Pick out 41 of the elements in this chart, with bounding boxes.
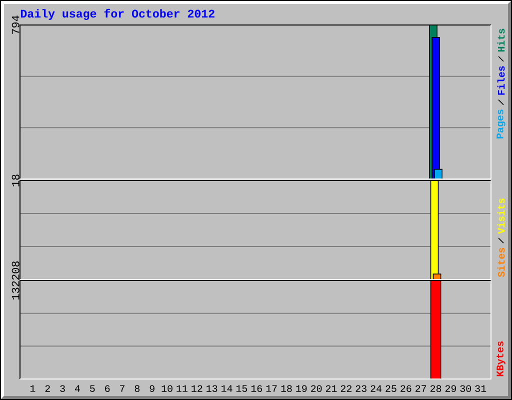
x-tick-label: 7 xyxy=(120,385,124,392)
x-tick-label: 2 xyxy=(45,385,50,392)
x-tick-label: 3 xyxy=(60,385,65,392)
text: Visits xyxy=(497,198,505,234)
x-tick-label: 24 xyxy=(370,385,382,392)
x-tick-label: 23 xyxy=(356,385,366,392)
x-tick-label: 15 xyxy=(236,385,248,392)
x-tick-label: 19 xyxy=(296,385,307,392)
x-tick-label: 11 xyxy=(176,385,188,392)
x-tick-label: 4 xyxy=(74,385,80,392)
x-tick-label: 28 xyxy=(430,385,442,392)
x-tick-label: 31 xyxy=(475,385,486,392)
legend-label: Pages xyxy=(496,110,506,138)
legend-label: Files xyxy=(497,66,505,95)
x-tick-label: 29 xyxy=(445,385,456,392)
chart-title: Daily usage for October 2012 xyxy=(20,8,214,20)
x-tick-label: 22 xyxy=(340,385,352,392)
x-tick-label: 10 xyxy=(162,385,172,392)
x-tick-label: 21 xyxy=(326,385,337,392)
x-tick-label: 25 xyxy=(386,385,396,392)
x-tick-label: 17 xyxy=(266,385,277,392)
x-tick-label: 5 xyxy=(90,385,95,392)
x-tick-label: 6 xyxy=(105,385,110,392)
x-tick-label: 8 xyxy=(134,385,140,392)
x-tick-label: 14 xyxy=(221,385,232,392)
x-tick-label: 18 xyxy=(281,385,292,392)
legend-label: Sites xyxy=(497,248,505,278)
x-tick-label: 12 xyxy=(192,385,202,392)
x-tick-label: 27 xyxy=(416,385,426,392)
x-tick-label: 30 xyxy=(460,385,472,392)
x-tick-label: 20 xyxy=(311,385,322,392)
x-tick-label: 26 xyxy=(400,385,412,392)
x-tick-label: 16 xyxy=(251,385,262,392)
x-tick-label: 1 xyxy=(30,385,36,392)
x-tick-label: 13 xyxy=(206,385,218,392)
x-tick-label: 9 xyxy=(150,385,154,392)
y-tick-label: 18 xyxy=(12,174,20,186)
y-tick-label: 794 xyxy=(12,16,20,34)
text: Hits xyxy=(497,28,505,52)
y-tick-label: 132208 xyxy=(12,261,20,300)
text: KBytes xyxy=(496,341,506,376)
